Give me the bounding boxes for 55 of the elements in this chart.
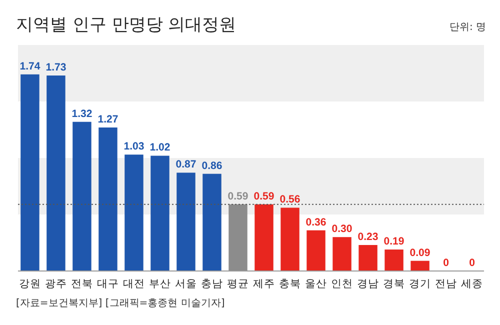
data-label: 1.73 [46,62,66,74]
bar [384,250,404,271]
bar [228,204,248,271]
x-tick-label: 충남 [200,278,223,290]
data-label: 1.27 [98,113,118,126]
x-tick-label: 광주 [44,278,67,290]
x-tick-label: 충북 [279,278,302,290]
text: 단위: 명 [449,22,486,33]
bar [254,204,274,271]
x-tick-label: 경남 [357,278,380,290]
chart-title: 지역별 인구 만명당 의대정원 [16,15,236,35]
x-tick-label: 경기 [409,278,432,290]
data-label: 0 [469,257,476,269]
bar [176,172,196,271]
data-label: 0.59 [228,190,248,202]
bar [306,230,326,271]
x-tick-label: 경북 [383,278,406,290]
bar [150,156,170,271]
x-tick-label: 서울 [174,278,197,290]
x-tick-label: 대구 [96,278,119,290]
x-tick-label: 울산 [305,278,328,290]
data-label: 0.86 [202,160,222,172]
x-tick-label: 인천 [331,278,354,290]
x-tick-label: 전북 [70,278,93,290]
data-label: 0.36 [306,216,326,228]
data-label: 0.59 [254,190,274,202]
bar [358,245,378,271]
x-tick-label: 대전 [122,278,145,290]
x-tick-label: 제주 [253,278,275,290]
data-label: 1.32 [72,108,92,120]
bar [332,237,352,271]
data-label: 1.02 [150,142,170,154]
x-tick-label: 전남 [435,278,458,290]
x-tick-label: 부산 [148,278,171,290]
bar [46,76,66,271]
text: [자료=보건복지부] [그래픽=홍종현 미술기자] [16,298,225,309]
data-label: 0.09 [410,246,430,259]
bar [280,208,300,271]
x-tick-label: 세종 [461,278,484,290]
bar [72,122,92,271]
data-label: 0.56 [280,194,300,206]
data-label: 1.03 [124,140,144,153]
bar [20,74,40,271]
bar [410,260,430,271]
x-tick-label: 평균 [227,278,249,290]
x-tick-label: 강원 [18,278,41,290]
data-label: 0.19 [384,236,404,248]
bar [124,154,144,271]
data-label: 0.30 [332,223,352,236]
data-label: 0.23 [358,231,378,244]
bar [98,127,118,271]
data-label: 0.87 [176,158,196,171]
bar [202,174,222,271]
data-label: 1.74 [20,60,40,72]
data-label: 0 [443,257,450,269]
